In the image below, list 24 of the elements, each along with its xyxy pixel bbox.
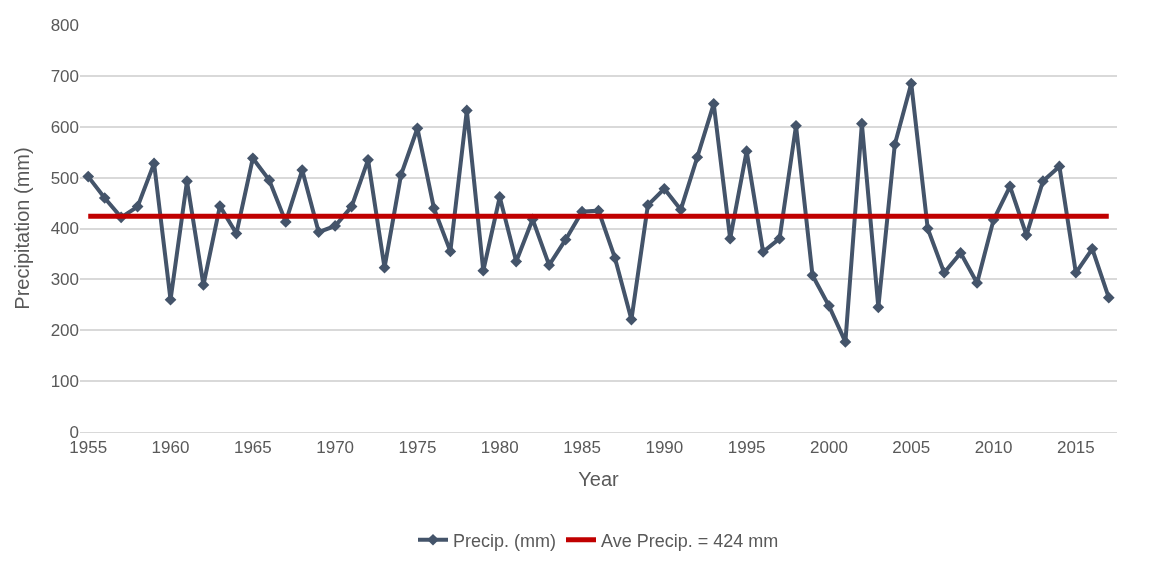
y-tick-label: 700 xyxy=(50,66,79,86)
x-tick-label: 1975 xyxy=(398,438,437,458)
legend-label: Precip. (mm) xyxy=(453,530,556,551)
x-tick-label: 1960 xyxy=(151,438,190,458)
x-tick-label: 2005 xyxy=(892,438,931,458)
y-axis-title: Precipitation (mm) xyxy=(11,147,34,310)
x-tick-label: 1990 xyxy=(645,438,684,458)
y-tick-label: 300 xyxy=(50,270,79,290)
y-tick-label: 100 xyxy=(50,372,79,392)
x-tick-label: 1985 xyxy=(563,438,601,458)
legend-label: Ave Precip. = 424 mm xyxy=(601,530,779,551)
x-tick-label: 2010 xyxy=(974,438,1013,458)
y-tick-label: 200 xyxy=(50,321,79,341)
y-tick-label: 600 xyxy=(50,117,79,137)
y-tick-label: 400 xyxy=(50,219,79,239)
x-axis-title: Year xyxy=(578,467,620,490)
y-tick-label: 800 xyxy=(50,15,79,35)
x-tick-label: 1995 xyxy=(727,438,766,458)
x-tick-label: 2000 xyxy=(810,438,848,458)
y-tick-label: 500 xyxy=(50,168,79,188)
x-tick-label: 1980 xyxy=(480,438,519,458)
x-tick-label: 2015 xyxy=(1056,438,1095,458)
x-tick-label: 1970 xyxy=(316,438,355,458)
x-tick-label: 1965 xyxy=(233,438,272,458)
